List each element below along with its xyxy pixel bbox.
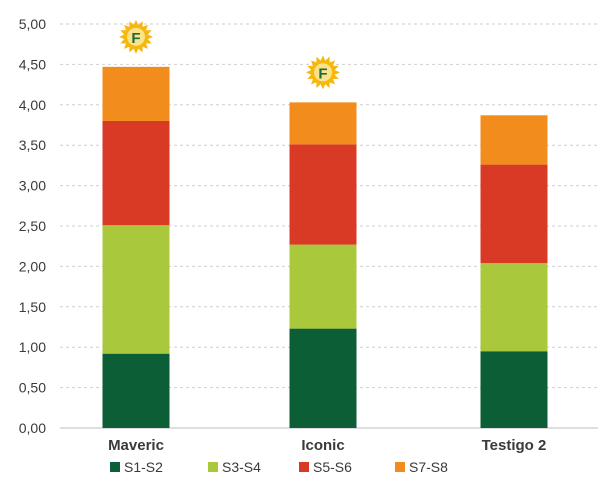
y-tick-label: 5,00 bbox=[19, 16, 46, 32]
legend-label: S7-S8 bbox=[409, 459, 448, 475]
x-tick-label: Iconic bbox=[301, 437, 344, 454]
y-tick-label: 0,00 bbox=[19, 420, 46, 436]
x-tick-label: Testigo 2 bbox=[482, 437, 547, 454]
y-tick-label: 1,50 bbox=[19, 299, 46, 315]
legend-label: S3-S4 bbox=[222, 459, 261, 475]
bar-segment bbox=[102, 120, 170, 226]
bar-segment bbox=[102, 225, 170, 354]
y-tick-label: 4,50 bbox=[19, 56, 46, 72]
bar-segment bbox=[102, 353, 170, 428]
y-tick-label: 2,50 bbox=[19, 218, 46, 234]
bar-segment bbox=[480, 115, 548, 165]
bar-segment bbox=[480, 164, 548, 264]
legend-label: S1-S2 bbox=[124, 459, 163, 475]
legend-swatch bbox=[208, 462, 218, 472]
x-tick-label: Maveric bbox=[108, 437, 164, 454]
legend: S1-S2 S3-S4 S5-S6 S7-S8 bbox=[110, 459, 448, 475]
bar-segment bbox=[289, 244, 357, 329]
badge-center bbox=[314, 63, 332, 82]
x-axis-labels: Maveric Iconic Testigo 2 bbox=[108, 437, 546, 454]
bars bbox=[102, 66, 548, 428]
legend-label: S5-S6 bbox=[313, 459, 352, 475]
legend-swatch bbox=[110, 462, 120, 472]
y-tick-label: 3,50 bbox=[19, 137, 46, 153]
badge-center bbox=[127, 27, 145, 46]
bar-segment bbox=[289, 144, 357, 245]
bar-segment bbox=[289, 328, 357, 428]
badge-letter: F bbox=[318, 65, 327, 82]
legend-swatch bbox=[299, 462, 309, 472]
y-tick-label: 1,00 bbox=[19, 339, 46, 355]
y-tick-label: 0,50 bbox=[19, 380, 46, 396]
badge-letter: F bbox=[131, 30, 140, 47]
bar-segment bbox=[102, 66, 170, 121]
bar-segment bbox=[480, 263, 548, 352]
legend-swatch bbox=[395, 462, 405, 472]
sun-badge-icon: F bbox=[306, 55, 340, 90]
bar-segment bbox=[289, 102, 357, 145]
y-tick-label: 2,00 bbox=[19, 258, 46, 274]
badges: FF bbox=[119, 19, 340, 90]
y-tick-label: 3,00 bbox=[19, 178, 46, 194]
sun-badge-icon: F bbox=[119, 19, 153, 54]
y-tick-label: 4,00 bbox=[19, 97, 46, 113]
y-axis-ticks: 0,00 0,50 1,00 1,50 2,00 2,50 3,00 3,50 4,00 4,50… bbox=[19, 16, 46, 436]
bar-segment bbox=[480, 351, 548, 428]
